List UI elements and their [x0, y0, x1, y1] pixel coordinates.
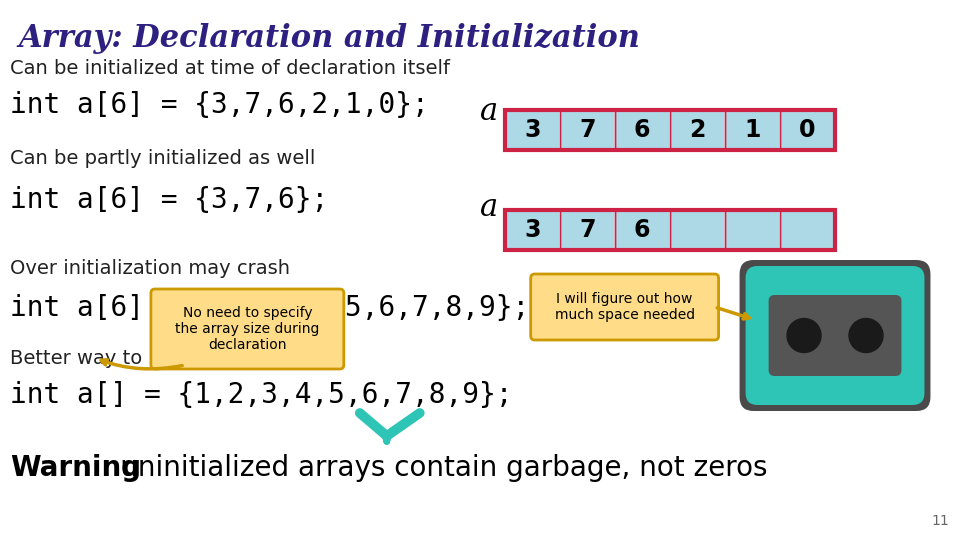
FancyBboxPatch shape: [561, 111, 613, 149]
FancyBboxPatch shape: [561, 211, 613, 249]
FancyBboxPatch shape: [151, 289, 344, 369]
Text: 0: 0: [799, 118, 815, 142]
FancyBboxPatch shape: [506, 111, 559, 149]
Circle shape: [787, 319, 821, 353]
Text: Array: Declaration and Initialization: Array: Declaration and Initialization: [18, 23, 640, 53]
Text: Over initialization may crash: Over initialization may crash: [10, 259, 290, 278]
Text: 7: 7: [579, 118, 595, 142]
Text: 7: 7: [579, 218, 595, 242]
Text: int a[6] = {3,7,6};: int a[6] = {3,7,6};: [10, 186, 328, 214]
FancyBboxPatch shape: [671, 111, 724, 149]
FancyBboxPatch shape: [671, 211, 724, 249]
Text: I will figure out how
much space needed: I will figure out how much space needed: [555, 292, 695, 322]
Text: 1: 1: [744, 118, 760, 142]
Circle shape: [849, 319, 883, 353]
Text: 3: 3: [524, 118, 540, 142]
FancyBboxPatch shape: [739, 260, 930, 411]
Text: int a[6] = {1,2,3,4,5,6,7,8,9};: int a[6] = {1,2,3,4,5,6,7,8,9};: [10, 294, 529, 322]
FancyBboxPatch shape: [746, 266, 924, 405]
Text: 3: 3: [524, 218, 540, 242]
FancyBboxPatch shape: [769, 295, 901, 376]
Text: int a[] = {1,2,3,4,5,6,7,8,9};: int a[] = {1,2,3,4,5,6,7,8,9};: [10, 381, 513, 409]
FancyBboxPatch shape: [615, 211, 668, 249]
Text: Can be initialized at time of declaration itself: Can be initialized at time of declaratio…: [10, 58, 450, 78]
FancyBboxPatch shape: [780, 111, 833, 149]
Text: 6: 6: [634, 118, 650, 142]
FancyBboxPatch shape: [726, 111, 779, 149]
Text: Better way to use is the following: Better way to use is the following: [10, 348, 337, 368]
Text: 6: 6: [634, 218, 650, 242]
Text: Can be partly initialized as well: Can be partly initialized as well: [10, 148, 316, 167]
FancyBboxPatch shape: [726, 211, 779, 249]
FancyBboxPatch shape: [531, 274, 719, 340]
FancyBboxPatch shape: [780, 211, 833, 249]
Text: a: a: [480, 97, 498, 127]
Text: 11: 11: [932, 514, 949, 528]
Text: int a[6] = {3,7,6,2,1,0};: int a[6] = {3,7,6,2,1,0};: [10, 91, 429, 119]
FancyBboxPatch shape: [615, 111, 668, 149]
Text: a: a: [480, 192, 498, 222]
Text: 2: 2: [689, 118, 706, 142]
Text: No need to specify
the array size during
declaration: No need to specify the array size during…: [175, 306, 320, 352]
Text: Warning: Warning: [10, 454, 141, 482]
Text: : uninitialized arrays contain garbage, not zeros: : uninitialized arrays contain garbage, …: [102, 454, 767, 482]
FancyBboxPatch shape: [506, 211, 559, 249]
